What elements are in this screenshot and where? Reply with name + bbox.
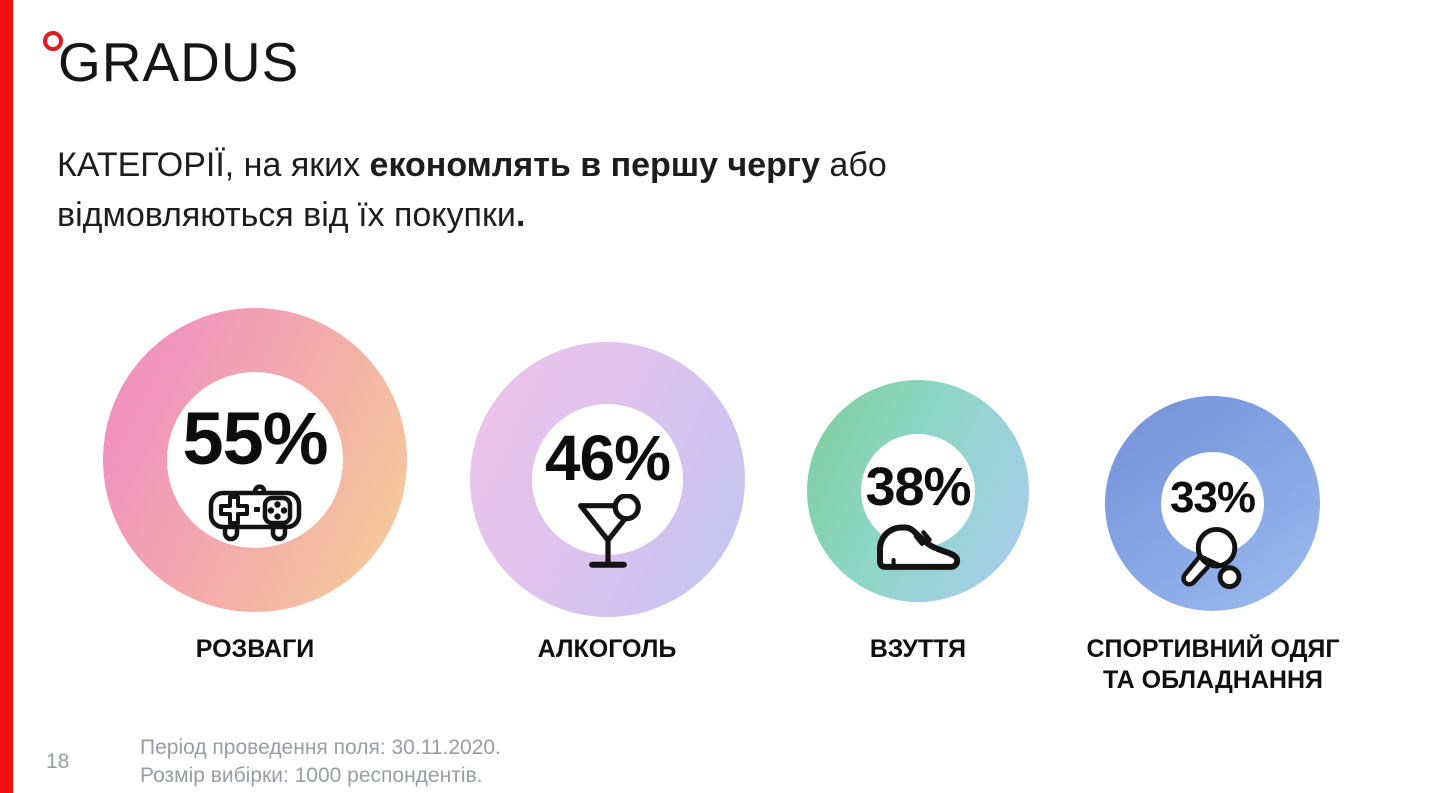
value-label: 38%: [865, 457, 971, 517]
cocktail-icon: [577, 494, 641, 568]
category-label-sportswear: СПОРТИВНИЙ ОДЯГ ТА ОБЛАДНАННЯ: [1086, 634, 1339, 696]
category-text: ВЗУТТЯ: [869, 635, 967, 663]
category-text: РОЗВАГИ: [195, 635, 315, 663]
category-label-entertainment: РОЗВАГИ: [196, 634, 314, 665]
title-segment-bold: економлять в першу чергу: [369, 146, 820, 184]
page-title: КАТЕГОРІЇ, на яких економлять в першу че…: [57, 140, 887, 240]
title-segment: відмовляються від їх покупки: [57, 196, 516, 234]
left-accent-strip: [0, 0, 13, 793]
donut-footwear-center: 38%: [861, 434, 975, 570]
title-segment: або: [819, 146, 887, 184]
category-label-footwear: ВЗУТТЯ: [870, 634, 966, 665]
donut-alcohol: 46%: [470, 342, 745, 617]
category-text: АЛКОГОЛЬ: [537, 635, 677, 663]
donut-entertainment: 55%: [103, 308, 407, 612]
value-label: 46%: [544, 422, 671, 494]
gamepad-icon: [208, 484, 302, 542]
value-label: 33%: [1169, 473, 1256, 522]
title-segment: КАТЕГОРІЇ, на яких: [57, 146, 370, 184]
footnote-line1: Період проведення поля: 30.11.2020.: [140, 736, 501, 759]
footnote: Період проведення поля: 30.11.2020. Розм…: [140, 734, 501, 790]
donut-sportswear-center: 33%: [1161, 452, 1264, 590]
footnote-line2: Розмір вибірки: 1000 респондентів.: [140, 764, 483, 787]
title-segment-bold: .: [515, 196, 526, 234]
page-number: 18: [46, 750, 70, 773]
table-tennis-icon: [1180, 526, 1241, 590]
value-label: 55%: [182, 397, 328, 480]
category-text: ТА ОБЛАДНАННЯ: [1102, 666, 1323, 694]
donut-footwear: 38%: [807, 380, 1029, 602]
logo-text: GRADUS: [58, 31, 300, 93]
category-text: СПОРТИВНИЙ ОДЯГ: [1086, 635, 1340, 663]
degree-icon: [43, 31, 63, 51]
category-label-alcohol: АЛКОГОЛЬ: [538, 634, 677, 665]
donut-entertainment-center: 55%: [167, 372, 343, 548]
donut-alcohol-center: 46%: [532, 404, 683, 568]
shoe-icon: [877, 524, 961, 570]
donut-sportswear: 33%: [1105, 396, 1320, 611]
